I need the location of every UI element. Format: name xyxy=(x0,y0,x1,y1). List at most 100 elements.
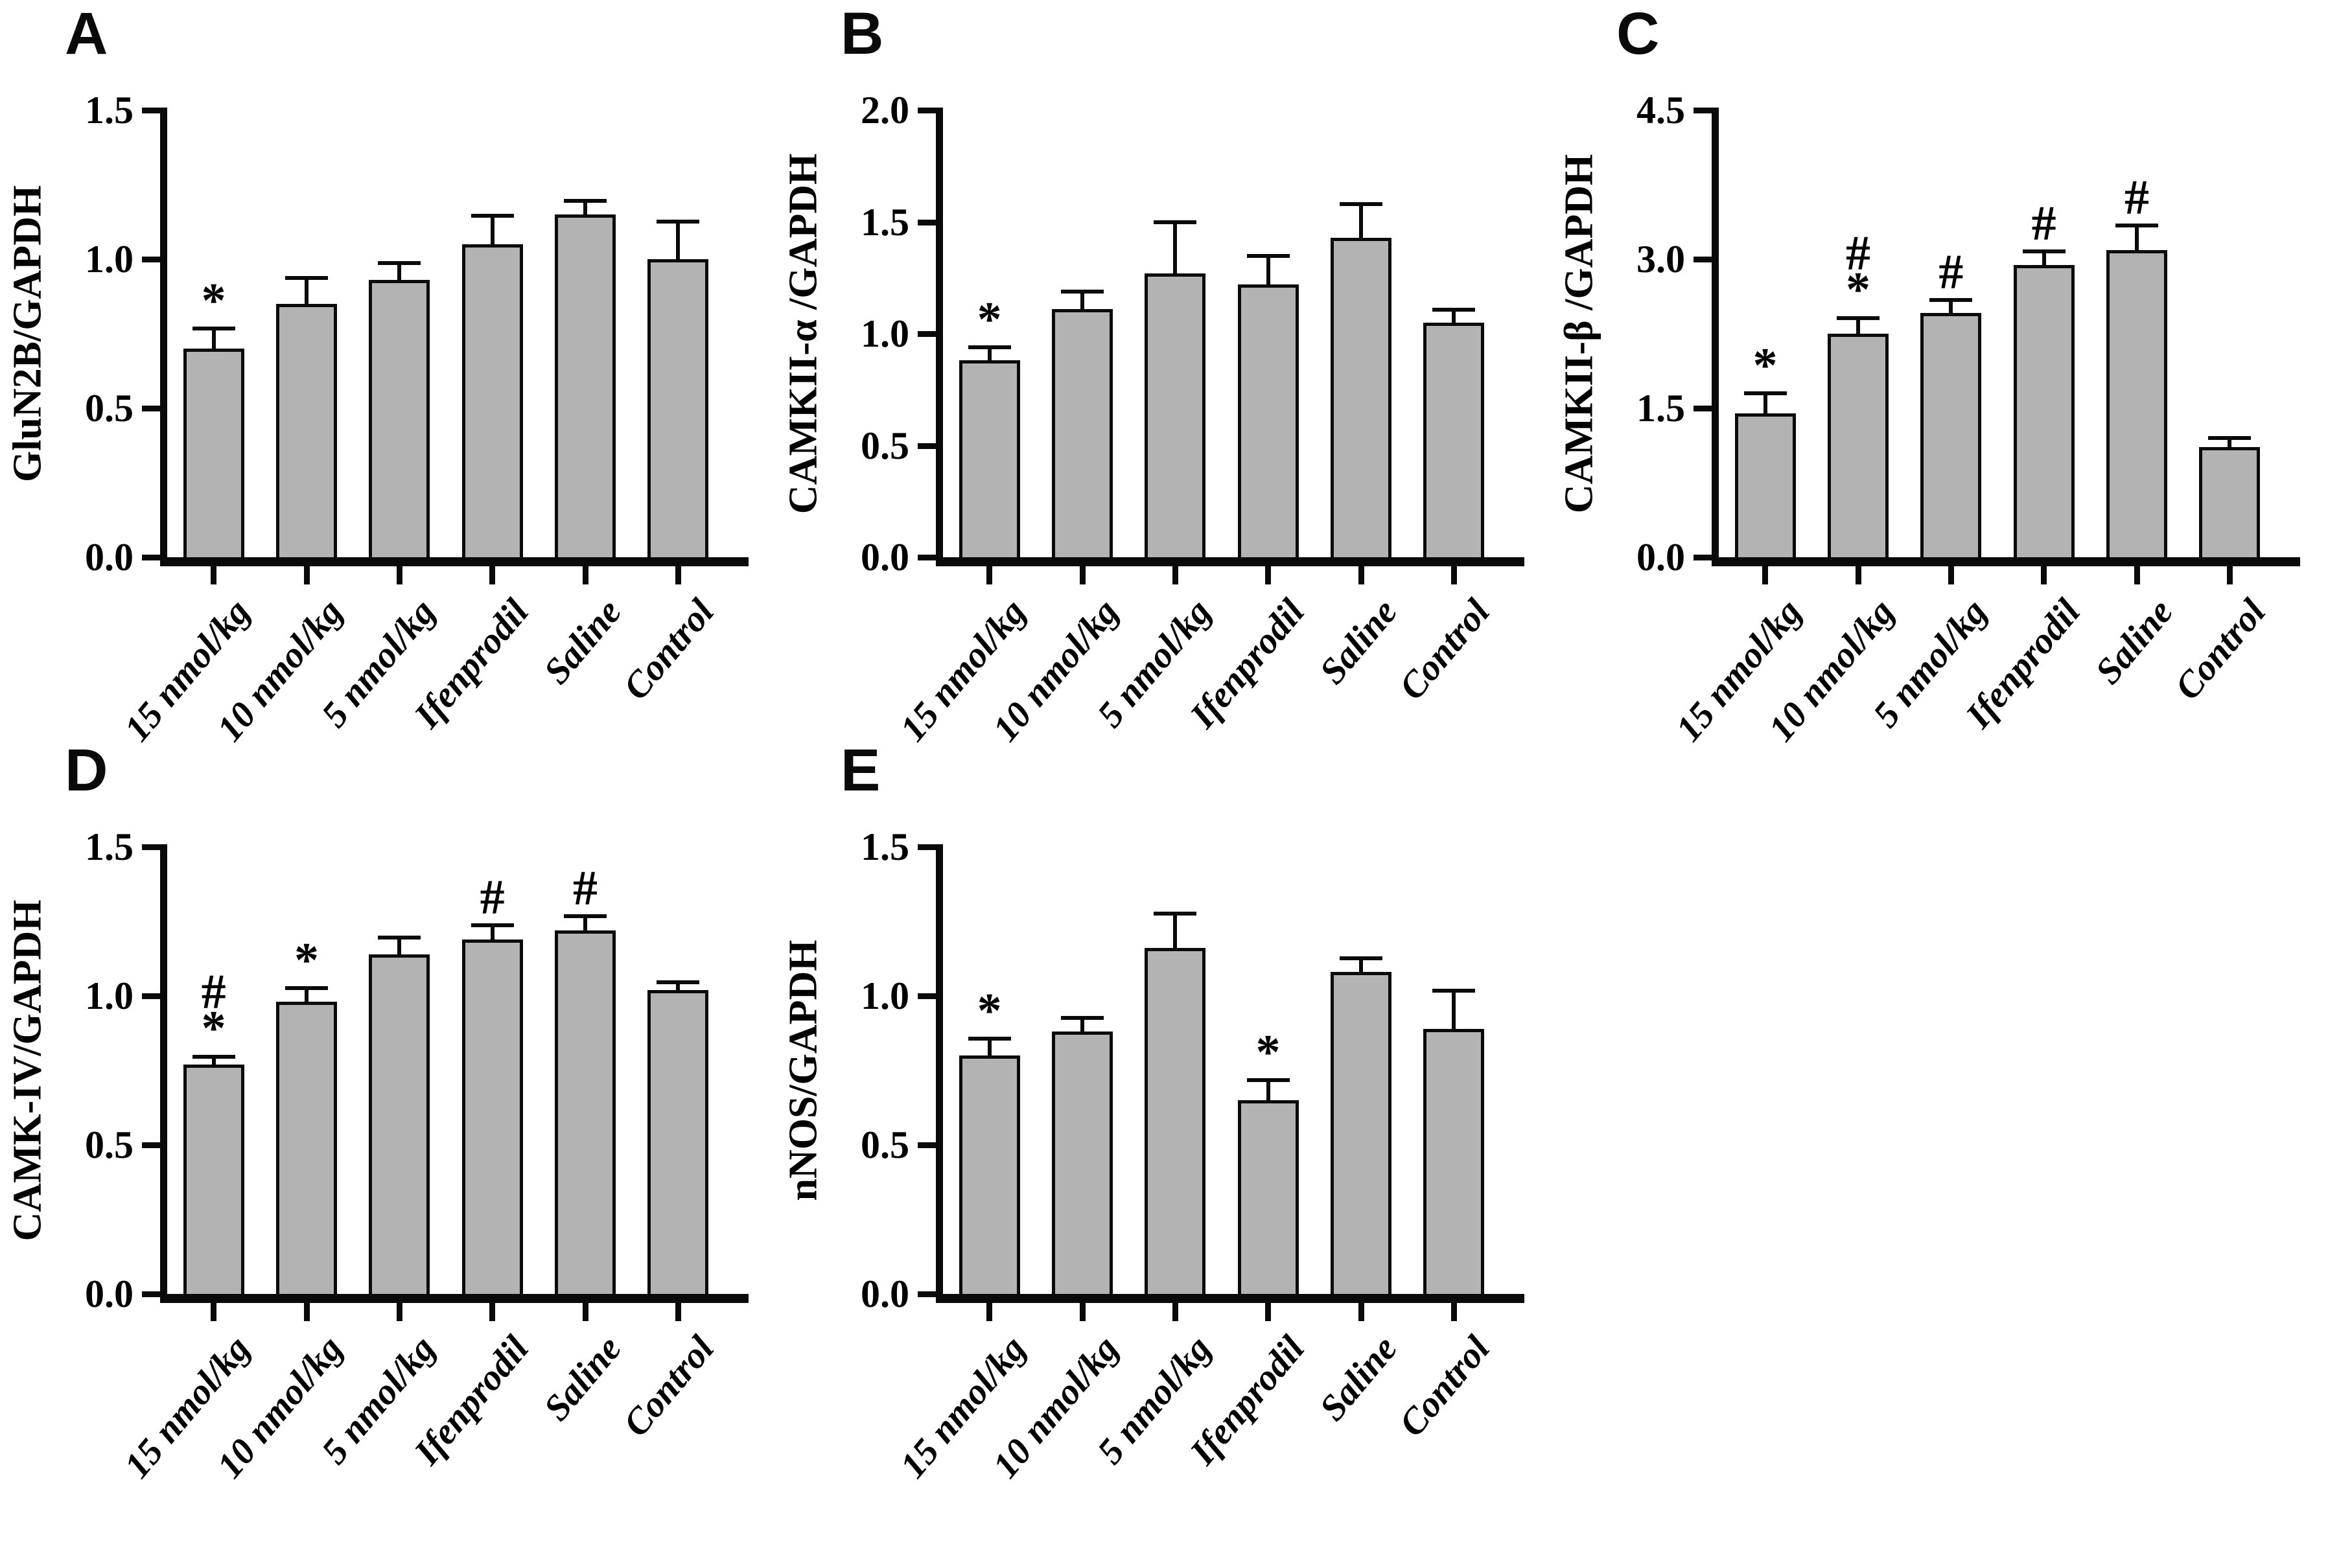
asterisk-marker: * xyxy=(1752,338,1778,393)
error-bar-cap xyxy=(1432,989,1476,993)
x-tick xyxy=(1855,566,1861,584)
hash-marker: # xyxy=(573,861,598,916)
panel-d: D CAMK-IV/GAPDH 0.0 0.5 1.0 1.5 # * 15 nmol/kg… xyxy=(0,737,776,1486)
bar xyxy=(1734,413,1796,557)
error-bar-cap xyxy=(2208,436,2252,441)
x-tick xyxy=(1079,566,1086,584)
bar xyxy=(1423,322,1485,557)
significance-marker: * xyxy=(1197,1028,1340,1077)
error-bar-cap xyxy=(1929,297,1973,302)
x-tick xyxy=(986,566,993,584)
error-bar-cap xyxy=(1743,391,1787,396)
bar xyxy=(276,304,337,557)
y-tick-label: 4.5 xyxy=(1636,89,1685,132)
x-tick xyxy=(489,1303,496,1321)
asterisk-marker: * xyxy=(201,1001,226,1056)
error-bar-cap xyxy=(378,935,421,940)
y-tick xyxy=(918,844,936,850)
error-bar-cap xyxy=(968,345,1011,350)
y-tick-label: 0.0 xyxy=(861,536,909,579)
error-bar xyxy=(490,927,495,940)
error-bar-cap xyxy=(2115,223,2158,227)
error-bar xyxy=(1359,206,1363,238)
panel-a-letter: A xyxy=(65,1,108,67)
error-bar xyxy=(1080,1019,1084,1032)
bar xyxy=(1145,948,1206,1294)
error-bar xyxy=(1452,993,1456,1029)
x-tick xyxy=(1265,566,1272,584)
figure-grid: A GluN2B/GAPDH 0.0 0.5 1.0 1.5 * 15 nmol/kg 10… xyxy=(0,1,2327,1486)
bar xyxy=(647,259,709,557)
bar xyxy=(1331,972,1391,1294)
significance-marker: # xyxy=(421,873,564,922)
y-tick xyxy=(142,1142,160,1148)
error-bar-cap xyxy=(1340,202,1382,207)
error-bar-cap xyxy=(657,980,700,984)
hash-marker: # xyxy=(201,965,226,1020)
bar xyxy=(555,214,616,557)
bar xyxy=(1920,312,1982,557)
x-tick xyxy=(489,566,496,584)
bar xyxy=(1237,1100,1299,1294)
y-tick xyxy=(918,555,936,560)
x-tick xyxy=(396,566,402,584)
bar xyxy=(1052,1032,1113,1294)
bar xyxy=(276,1002,337,1294)
error-bar-cap xyxy=(192,1054,235,1059)
panel-e-letter: E xyxy=(841,737,881,803)
error-bar-cap xyxy=(657,219,700,224)
panel-empty xyxy=(1552,737,2327,1473)
y-tick-label: 2.0 xyxy=(861,89,909,132)
y-tick xyxy=(1694,406,1712,411)
error-bar-cap xyxy=(1154,911,1197,916)
x-tick xyxy=(2041,566,2047,584)
y-tick-label: 0.0 xyxy=(85,1273,134,1315)
error-bar-cap xyxy=(968,1037,1011,1041)
y-tick-label: 1.5 xyxy=(861,200,909,244)
asterisk-marker: * xyxy=(294,932,319,987)
bar xyxy=(1145,273,1206,557)
error-bar xyxy=(1452,311,1456,323)
x-axis xyxy=(1712,557,2300,566)
x-tick xyxy=(675,566,681,584)
y-tick xyxy=(1694,257,1712,262)
bar xyxy=(555,930,616,1294)
x-tick xyxy=(1450,1303,1457,1321)
panel-d-letter: D xyxy=(65,737,108,803)
error-bar xyxy=(1266,1082,1270,1100)
bar xyxy=(959,360,1020,557)
asterisk-marker: * xyxy=(977,983,1002,1038)
error-bar xyxy=(583,918,587,930)
hash-marker: # xyxy=(1938,244,1964,299)
y-tick-label: 0.5 xyxy=(85,387,134,430)
y-tick-label: 1.0 xyxy=(861,974,909,1017)
y-tick-label: 1.0 xyxy=(861,312,909,355)
y-tick xyxy=(918,1142,936,1148)
bar xyxy=(959,1055,1020,1294)
error-bar xyxy=(211,1058,216,1065)
y-tick xyxy=(918,219,936,225)
error-bar-cap xyxy=(471,213,514,218)
bar xyxy=(647,989,709,1294)
x-tick xyxy=(582,1303,588,1321)
error-bar-cap xyxy=(1246,253,1290,258)
y-tick-label: 0.5 xyxy=(861,424,909,467)
panel-c-plot: CAMKII-β /GAPDH 0.0 1.5 3.0 4.5 * 15 nmol/kg #… xyxy=(1557,89,2300,749)
x-tick xyxy=(1172,566,1178,584)
error-bar xyxy=(1763,395,1767,413)
panel-a-plot: GluN2B/GAPDH 0.0 0.5 1.0 1.5 * 15 nmol/kg 10 n… xyxy=(6,89,749,749)
bar xyxy=(1423,1028,1485,1294)
error-bar-cap xyxy=(285,276,328,281)
y-tick-label: 1.0 xyxy=(85,974,134,1017)
error-bar-cap xyxy=(1061,1015,1104,1020)
y-tick xyxy=(918,993,936,999)
x-axis xyxy=(160,557,749,566)
error-bar-cap xyxy=(192,327,235,331)
error-bar xyxy=(583,202,587,214)
y-axis xyxy=(1712,108,1719,566)
hash-marker: # xyxy=(1846,226,1870,281)
panel-e: E nNOS/GAPDH 0.0 0.5 1.0 1.5 * 15 nmol/kg 10 n… xyxy=(776,737,1552,1486)
x-tick xyxy=(582,566,588,584)
bar xyxy=(369,280,430,557)
hash-marker: # xyxy=(2031,196,2056,251)
